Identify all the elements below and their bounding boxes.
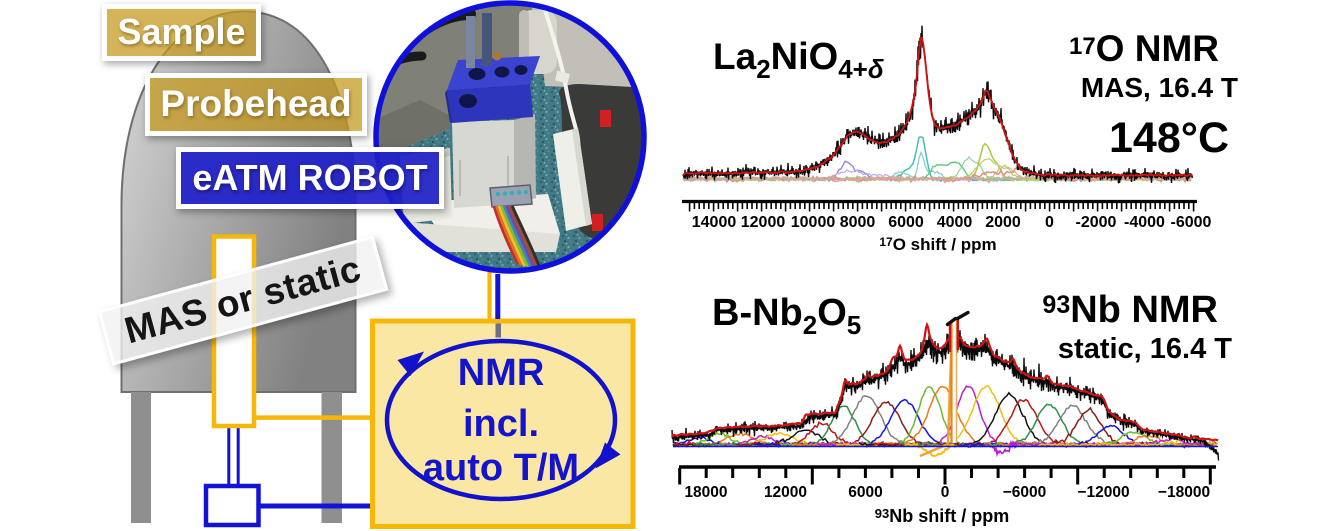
svg-text:17O shift / ppm: 17O shift / ppm	[879, 235, 996, 254]
svg-text:17O NMR: 17O NMR	[1069, 28, 1219, 69]
svg-text:NMR: NMR	[458, 352, 545, 394]
svg-text:auto T/M: auto T/M	[423, 447, 579, 489]
svg-text:0: 0	[941, 484, 950, 501]
svg-text:93Nb shift / ppm: 93Nb shift / ppm	[875, 506, 1009, 526]
svg-text:static, 16.4 T: static, 16.4 T	[1058, 333, 1232, 365]
svg-text:−6000: −6000	[1003, 484, 1047, 501]
svg-text:MAS, 16.4 T: MAS, 16.4 T	[1081, 72, 1238, 103]
svg-text:2000: 2000	[985, 214, 1021, 231]
svg-text:14000: 14000	[692, 214, 737, 231]
svg-text:-2000: -2000	[1076, 214, 1117, 231]
svg-text:-6000: -6000	[1171, 214, 1212, 231]
svg-text:12000: 12000	[741, 214, 786, 231]
svg-text:-4000: -4000	[1124, 214, 1165, 231]
svg-text:incl.: incl.	[463, 403, 539, 445]
svg-text:18000: 18000	[684, 484, 727, 501]
svg-text:La2NiO4+δ: La2NiO4+δ	[713, 36, 884, 84]
svg-text:10000: 10000	[791, 214, 836, 231]
svg-text:0: 0	[1045, 214, 1054, 231]
svg-text:8000: 8000	[840, 214, 876, 231]
svg-text:B-Nb2O5: B-Nb2O5	[712, 292, 861, 340]
svg-text:148°C: 148°C	[1109, 114, 1229, 162]
svg-text:12000: 12000	[764, 484, 807, 501]
svg-text:−12000: −12000	[1077, 484, 1129, 501]
svg-text:−18000: −18000	[1158, 484, 1210, 501]
svg-text:6000: 6000	[848, 484, 882, 501]
svg-text:6000: 6000	[888, 214, 924, 231]
svg-text:4000: 4000	[937, 214, 973, 231]
svg-text:93Nb NMR: 93Nb NMR	[1042, 289, 1218, 331]
